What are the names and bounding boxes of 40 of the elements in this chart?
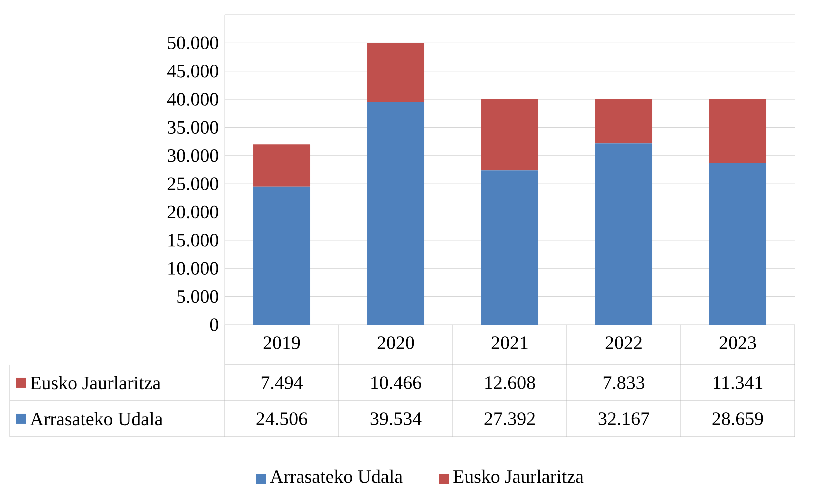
bar (482, 170, 539, 325)
bar (710, 163, 767, 325)
y-tick-label: 40.000 (167, 93, 218, 106)
y-tick-label: 0 (210, 318, 218, 332)
data-label: 28.659 (712, 412, 764, 426)
bar (482, 100, 539, 171)
data-label: 39.534 (370, 412, 422, 426)
y-tick-label: 30.000 (168, 149, 218, 162)
data-label: 7.833 (604, 376, 645, 390)
bar (596, 100, 653, 144)
x-tick-label: 2019 (264, 336, 300, 350)
bar (368, 102, 425, 325)
legend-label: Eusko Jaurlaritza (30, 376, 161, 390)
data-label: 10.466 (372, 376, 422, 390)
x-tick-label: 2020 (378, 336, 414, 350)
data-label: 11.341 (714, 376, 763, 390)
x-tick-label: 2022 (606, 336, 642, 350)
text: Eusko Jaurlaritza (454, 470, 584, 484)
bar (254, 144, 311, 187)
bar (368, 43, 425, 102)
y-tick-label: 45.000 (167, 64, 218, 78)
y-tick-label: 20.000 (168, 206, 218, 219)
text: Arrasateko Udala (270, 470, 403, 484)
bar (596, 144, 653, 325)
data-label: 27.392 (484, 412, 535, 426)
bar (710, 100, 767, 164)
data-label: 32.167 (598, 412, 650, 426)
y-tick-label: 15.000 (168, 234, 218, 247)
data-label: 12.608 (486, 376, 536, 390)
y-tick-label: 10.000 (168, 262, 218, 276)
x-tick-label: 2021 (492, 336, 528, 350)
data-label: 7.494 (262, 376, 304, 390)
y-tick-label: 35.000 (168, 121, 218, 134)
y-tick-label: 50.000 (168, 36, 218, 50)
data-label: 24.506 (256, 412, 308, 426)
y-tick-label: 5.000 (178, 290, 218, 304)
y-tick-label: 25.000 (168, 178, 218, 191)
legend-label: Arrasateko Udala (30, 412, 163, 426)
x-tick-label: 2023 (720, 336, 756, 350)
bar (254, 186, 311, 325)
